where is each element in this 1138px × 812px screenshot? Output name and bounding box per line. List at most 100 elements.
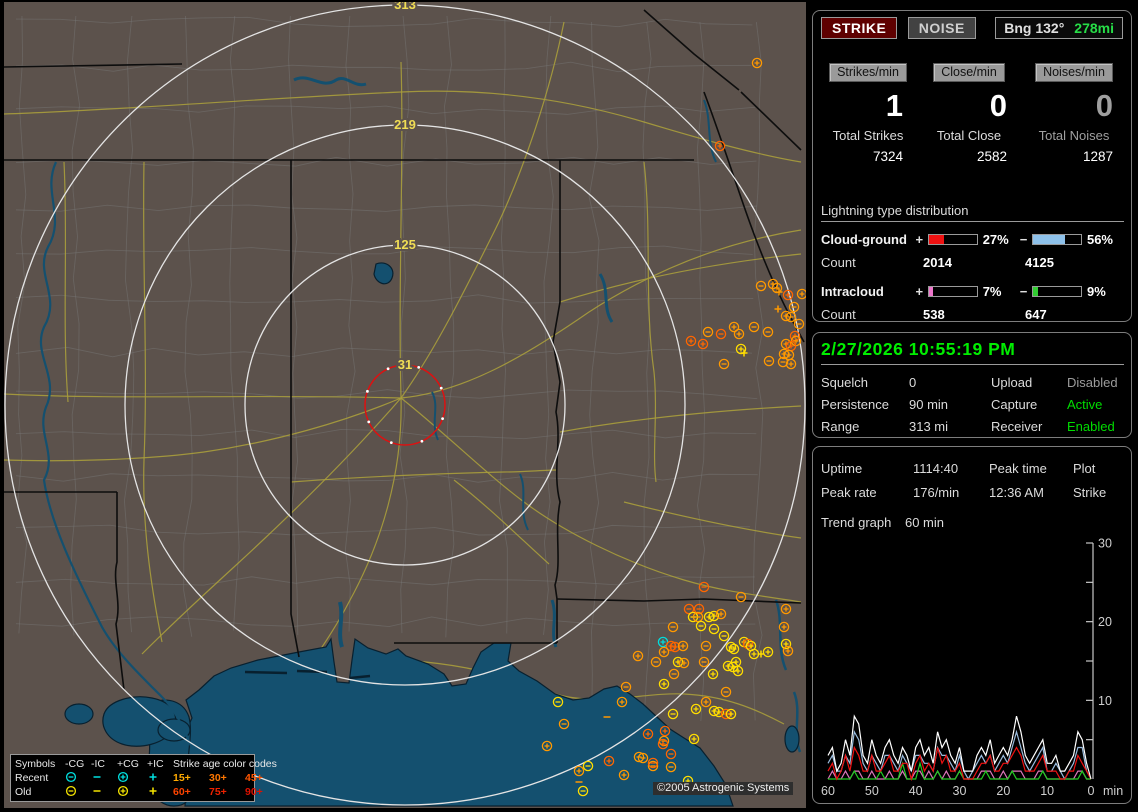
strike-mode-button[interactable]: STRIKE	[821, 17, 898, 39]
minus-sign: −	[1019, 284, 1028, 299]
plus-icon	[147, 785, 173, 799]
plot-value: Strike	[1073, 485, 1107, 500]
peak-time-label: Peak time	[989, 461, 1047, 476]
noises-per-min-badge: Noises/min	[1035, 63, 1113, 82]
range-rings: 313 219 125 31	[4, 2, 806, 806]
rate-counters: Strikes/min Close/min Noises/min 1 0 0 T…	[819, 63, 1127, 164]
water-features	[39, 76, 802, 807]
svg-text:30: 30	[1098, 537, 1112, 551]
total-close-value: 2582	[976, 149, 1007, 164]
svg-text:20: 20	[996, 784, 1010, 798]
circle-minus-icon	[65, 785, 91, 799]
minus-icon	[91, 785, 117, 799]
svg-text:10: 10	[1040, 784, 1054, 798]
ic-negative-count: 647	[1025, 307, 1047, 322]
svg-text:0: 0	[1088, 784, 1095, 798]
bearing-distance: 278mi	[1074, 20, 1114, 36]
ic-positive-pct: 7%	[982, 284, 1002, 299]
range-value: 313 mi	[909, 419, 949, 434]
squelch-value: 0	[909, 375, 917, 390]
legend-col-pcg: +CG	[117, 758, 139, 770]
lightning-type-distribution: Lightning type distribution Cloud-ground…	[821, 203, 1124, 322]
age-45: 45+	[245, 772, 263, 784]
cg-negative-bar	[1031, 234, 1082, 245]
plus-sign: +	[915, 284, 924, 299]
persistence-label: Persistence	[821, 397, 889, 412]
legend-col-nic: -IC	[91, 758, 105, 770]
minus-icon	[91, 771, 117, 785]
range-label: Range	[821, 419, 860, 434]
noises-per-min-value: 0	[1095, 88, 1113, 123]
plot-label: Plot	[1073, 461, 1096, 476]
svg-text:60: 60	[821, 784, 835, 798]
trend-graph: 10 20 30 60 50 40 30 20 10 0 min	[821, 537, 1123, 799]
ic-negative-pct: 9%	[1086, 284, 1106, 299]
age-30: 30+	[209, 772, 227, 784]
uptime-value: 1114:40	[913, 461, 959, 476]
receiver-label: Receiver	[991, 419, 1043, 434]
capture-status: Active	[1067, 397, 1103, 412]
cg-positive-count: 2014	[923, 255, 952, 270]
noise-mode-button[interactable]: NOISE	[907, 17, 976, 39]
close-per-min-badge: Close/min	[933, 63, 1005, 82]
road-lines	[4, 21, 802, 725]
strike-symbols	[541, 57, 806, 797]
peak-time-value: 12:36 AM	[989, 485, 1044, 500]
count-label: Count	[821, 307, 856, 322]
map-canvas[interactable]: 313 219 125 31	[4, 2, 806, 808]
bearing-readout: Bng 132° 278mi	[995, 17, 1123, 39]
cg-negative-count: 4125	[1025, 255, 1054, 270]
strikes-per-min-badge: Strikes/min	[829, 63, 907, 82]
plus-icon	[147, 771, 173, 785]
upload-status: Disabled	[1067, 375, 1118, 390]
age-90: 90+	[245, 786, 263, 798]
circle-minus-icon	[65, 771, 91, 785]
minus-sign: −	[1019, 232, 1028, 247]
legend-row-old-label: Old	[15, 786, 32, 798]
ic-positive-count: 538	[923, 307, 945, 322]
legend-symbols-header: Symbols	[15, 758, 56, 770]
total-noises-value: 1287	[1082, 149, 1113, 164]
copyright-label: ©2005 Astrogenic Systems	[653, 782, 794, 795]
trend-window-value: 60 min	[904, 515, 944, 530]
legend-col-ncg: -CG	[65, 758, 85, 770]
persistence-value: 90 min	[909, 397, 949, 412]
symbol-legend: Symbols -CG -IC +CG +IC Strike age color…	[10, 754, 277, 802]
peak-rate-value: 176/min	[913, 485, 960, 500]
trend-graph-label: Trend graph	[821, 515, 892, 530]
count-label: Count	[821, 255, 856, 270]
ic-positive-bar	[927, 286, 978, 297]
squelch-label: Squelch	[821, 375, 868, 390]
age-15: 15+	[173, 772, 191, 784]
svg-text:313: 313	[394, 2, 416, 12]
svg-text:50: 50	[865, 784, 879, 798]
lightning-map[interactable]: 313 219 125 31 Symbols -CG -IC +CG +IC Stri…	[4, 2, 806, 808]
svg-text:10: 10	[1098, 694, 1112, 708]
svg-text:40: 40	[909, 784, 923, 798]
total-noises-label: Total Noises	[1038, 128, 1110, 143]
bearing-value: Bng 132°	[1004, 20, 1065, 36]
strikes-per-min-value: 1	[885, 88, 903, 123]
age-60: 60+	[173, 786, 191, 798]
svg-text:30: 30	[953, 784, 967, 798]
trend-panel: Uptime 1114:40 Peak time Plot Peak rate …	[812, 446, 1132, 804]
close-per-min-value: 0	[989, 88, 1007, 123]
legend-col-pic: +IC	[147, 758, 164, 770]
svg-text:20: 20	[1098, 615, 1112, 629]
age-75: 75+	[209, 786, 227, 798]
svg-text:125: 125	[394, 237, 416, 252]
total-strikes-label: Total Strikes	[832, 128, 904, 143]
plus-sign: +	[915, 232, 924, 247]
total-close-label: Total Close	[936, 128, 1002, 143]
strike-stats-panel: STRIKE NOISE Bng 132° 278mi Strikes/min C…	[812, 10, 1132, 322]
intracloud-label: Intracloud	[821, 284, 884, 299]
legend-age-title: Strike age color codes	[173, 758, 277, 770]
uptime-label: Uptime	[821, 461, 863, 476]
cloud-ground-label: Cloud-ground	[821, 232, 907, 247]
distribution-title: Lightning type distribution	[821, 203, 1124, 222]
legend-row-recent-label: Recent	[15, 772, 49, 784]
county-lines	[15, 15, 764, 725]
svg-text:219: 219	[394, 117, 416, 132]
capture-label: Capture	[991, 397, 1038, 412]
